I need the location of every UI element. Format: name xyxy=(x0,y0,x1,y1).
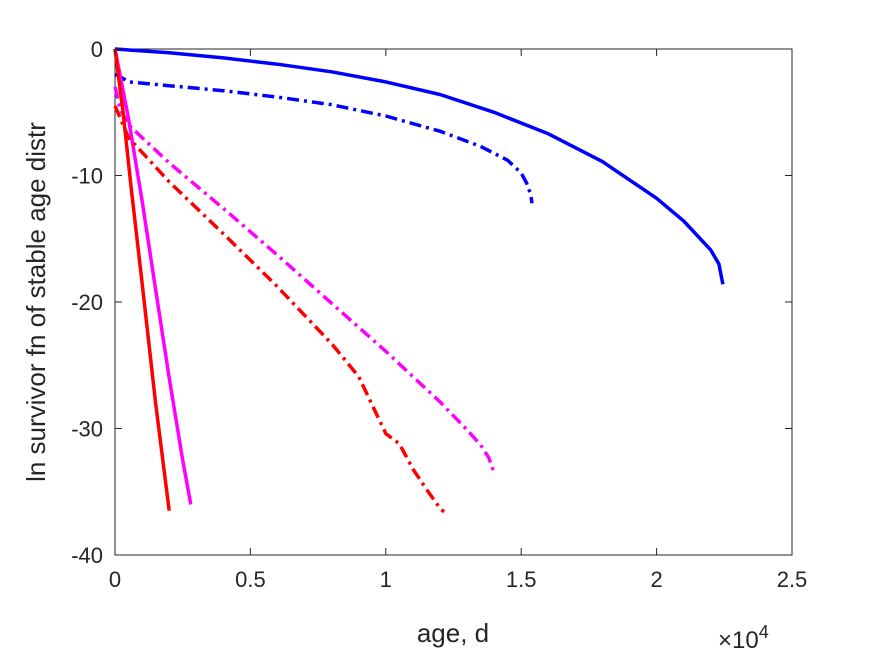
x-multiplier-base: ×10 xyxy=(718,627,759,654)
x-tick-label: 2 xyxy=(650,567,662,592)
series-5-line xyxy=(113,48,171,511)
x-tick-label: 1.5 xyxy=(506,567,537,592)
x-tick-label: 0.5 xyxy=(235,567,266,592)
x-multiplier: ×104 xyxy=(718,622,769,654)
x-axis-label: age, d xyxy=(417,618,489,648)
x-tick-label: 0 xyxy=(109,567,121,592)
series-layer xyxy=(113,47,725,514)
series-3-line xyxy=(113,48,193,505)
y-tick-label: -40 xyxy=(71,543,103,568)
series-4-line xyxy=(113,86,496,474)
x-multiplier-exponent: 4 xyxy=(759,622,769,642)
y-tick-label: -20 xyxy=(71,290,103,315)
y-axis-label: ln survivor fn of stable age distr xyxy=(21,122,51,482)
x-tick-label: 2.5 xyxy=(777,567,808,592)
plot-area xyxy=(114,48,793,556)
x-tick-label: 1 xyxy=(380,567,392,592)
y-tick-label: 0 xyxy=(91,37,103,62)
y-tick-label: -10 xyxy=(71,164,103,189)
y-tick-label: -30 xyxy=(71,417,103,442)
series-1-line xyxy=(114,47,725,285)
x-ticks: 0 0.5 1 1.5 2 2.5 xyxy=(109,49,807,592)
series-6-line xyxy=(113,105,446,514)
series-2-line xyxy=(114,72,534,204)
y-ticks: 0 -10 -20 -30 -40 xyxy=(71,37,792,568)
